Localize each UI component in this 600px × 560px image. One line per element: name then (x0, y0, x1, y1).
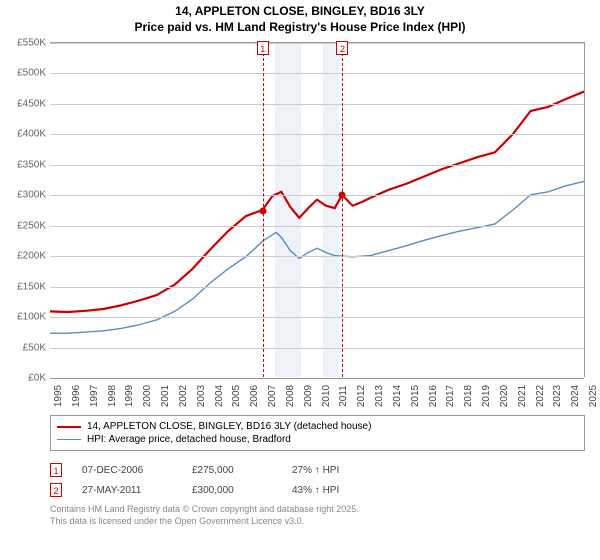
x-axis-label: 2010 (321, 385, 332, 407)
sales-date: 07-DEC-2006 (82, 465, 172, 476)
x-axis-label: 2007 (267, 385, 278, 407)
gridline-h (50, 348, 584, 349)
x-axis-label: 2013 (374, 385, 385, 407)
gridline-h (50, 104, 584, 105)
gridline-h (50, 287, 584, 288)
x-axis-label: 2011 (338, 385, 349, 407)
x-axis-label: 2000 (142, 385, 153, 407)
plot-area: £0K£50K£100K£150K£200K£250K£300K£350K£40… (50, 42, 585, 377)
series-price-paid (50, 92, 584, 312)
x-axis-label: 2023 (552, 385, 563, 407)
x-axis-label: 2025 (588, 385, 599, 407)
gridline-h (50, 378, 584, 379)
y-axis-label: £50K (4, 342, 46, 353)
y-axis-label: £100K (4, 312, 46, 323)
x-axis-label: 2001 (160, 385, 171, 407)
y-axis-label: £150K (4, 281, 46, 292)
gridline-h (50, 43, 584, 44)
x-axis-label: 2016 (428, 385, 439, 407)
x-axis-label: 1996 (71, 385, 82, 407)
y-axis-label: £350K (4, 159, 46, 170)
y-axis-label: £550K (4, 38, 46, 49)
sale-marker-line (342, 43, 343, 377)
sale-marker-badge: 1 (257, 41, 269, 55)
x-axis-label: 1995 (53, 385, 64, 407)
sale-marker-badge: 2 (336, 41, 348, 55)
gridline-h (50, 226, 584, 227)
title-line1: 14, APPLETON CLOSE, BINGLEY, BD16 3LY (0, 4, 600, 20)
legend: 14, APPLETON CLOSE, BINGLEY, BD16 3LY (d… (50, 415, 585, 451)
chart-title: 14, APPLETON CLOSE, BINGLEY, BD16 3LY Pr… (0, 0, 600, 37)
gridline-h (50, 134, 584, 135)
y-axis-label: £500K (4, 68, 46, 79)
sales-row: 2 27-MAY-2011 £300,000 43% ↑ HPI (50, 480, 585, 500)
sale-dot (339, 192, 346, 199)
legend-label: 14, APPLETON CLOSE, BINGLEY, BD16 3LY (d… (87, 421, 371, 432)
x-axis-label: 2015 (410, 385, 421, 407)
chart-container: 14, APPLETON CLOSE, BINGLEY, BD16 3LY Pr… (0, 0, 600, 560)
x-axis-label: 2022 (535, 385, 546, 407)
sale-dot (259, 207, 266, 214)
x-axis-label: 1999 (124, 385, 135, 407)
sales-price: £300,000 (192, 485, 272, 496)
sales-table: 1 07-DEC-2006 £275,000 27% ↑ HPI 2 27-MAY-201… (50, 460, 585, 500)
x-axis-label: 2009 (303, 385, 314, 407)
x-axis-label: 2020 (499, 385, 510, 407)
x-axis-label: 2005 (231, 385, 242, 407)
x-axis-label: 2017 (445, 385, 456, 407)
title-line2: Price paid vs. HM Land Registry's House … (0, 20, 600, 36)
x-axis-label: 2018 (463, 385, 474, 407)
attribution: Contains HM Land Registry data © Crown c… (50, 504, 585, 527)
sales-pct-vs-hpi: 27% ↑ HPI (292, 465, 382, 476)
x-axis-label: 1997 (89, 385, 100, 407)
legend-row: HPI: Average price, detached house, Brad… (57, 433, 578, 446)
y-axis-label: £0K (4, 373, 46, 384)
y-axis-label: £450K (4, 98, 46, 109)
y-axis-label: £400K (4, 129, 46, 140)
x-axis-label: 2019 (481, 385, 492, 407)
x-axis-label: 2004 (214, 385, 225, 407)
sales-row: 1 07-DEC-2006 £275,000 27% ↑ HPI (50, 460, 585, 480)
x-axis-label: 2012 (356, 385, 367, 407)
gridline-h (50, 256, 584, 257)
gridline-h (50, 73, 584, 74)
series-hpi (50, 181, 584, 333)
attribution-line2: This data is licensed under the Open Gov… (50, 516, 585, 528)
x-axis-label: 2021 (517, 385, 528, 407)
x-axis-label: 2003 (196, 385, 207, 407)
sales-price: £275,000 (192, 465, 272, 476)
legend-swatch (57, 426, 81, 428)
x-axis-label: 2024 (570, 385, 581, 407)
x-axis-label: 2002 (178, 385, 189, 407)
y-axis-label: £250K (4, 220, 46, 231)
x-axis-label: 2014 (392, 385, 403, 407)
x-axis-label: 2008 (285, 385, 296, 407)
sales-badge: 2 (50, 483, 62, 497)
x-axis-label: 2006 (249, 385, 260, 407)
gridline-h (50, 195, 584, 196)
y-axis-label: £300K (4, 190, 46, 201)
legend-row: 14, APPLETON CLOSE, BINGLEY, BD16 3LY (d… (57, 420, 578, 433)
attribution-line1: Contains HM Land Registry data © Crown c… (50, 504, 585, 516)
legend-swatch (57, 439, 81, 440)
gridline-h (50, 317, 584, 318)
line-series-svg (50, 43, 584, 377)
x-axis-label: 1998 (107, 385, 118, 407)
sales-date: 27-MAY-2011 (82, 485, 172, 496)
gridline-h (50, 165, 584, 166)
sales-badge: 1 (50, 463, 62, 477)
legend-label: HPI: Average price, detached house, Brad… (87, 434, 291, 445)
y-axis-label: £200K (4, 251, 46, 262)
sales-pct-vs-hpi: 43% ↑ HPI (292, 485, 382, 496)
